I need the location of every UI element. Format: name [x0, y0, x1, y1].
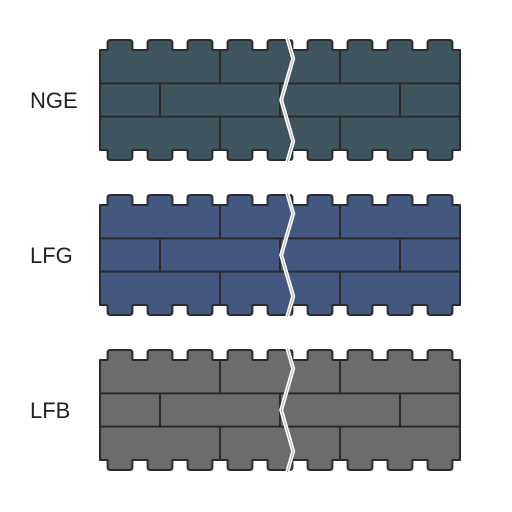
- belt-variants-figure: NGE LFG LFB: [0, 0, 512, 512]
- belt-graphic: [100, 40, 460, 160]
- belt-graphic: [100, 195, 460, 315]
- belt-row-lfb: LFB: [0, 350, 512, 470]
- belt-label: LFB: [30, 398, 70, 424]
- belt-row-nge: NGE: [0, 40, 512, 160]
- belt-graphic: [100, 350, 460, 470]
- belt-row-lfg: LFG: [0, 195, 512, 315]
- belt-label: LFG: [30, 243, 73, 269]
- belt-label: NGE: [30, 88, 78, 114]
